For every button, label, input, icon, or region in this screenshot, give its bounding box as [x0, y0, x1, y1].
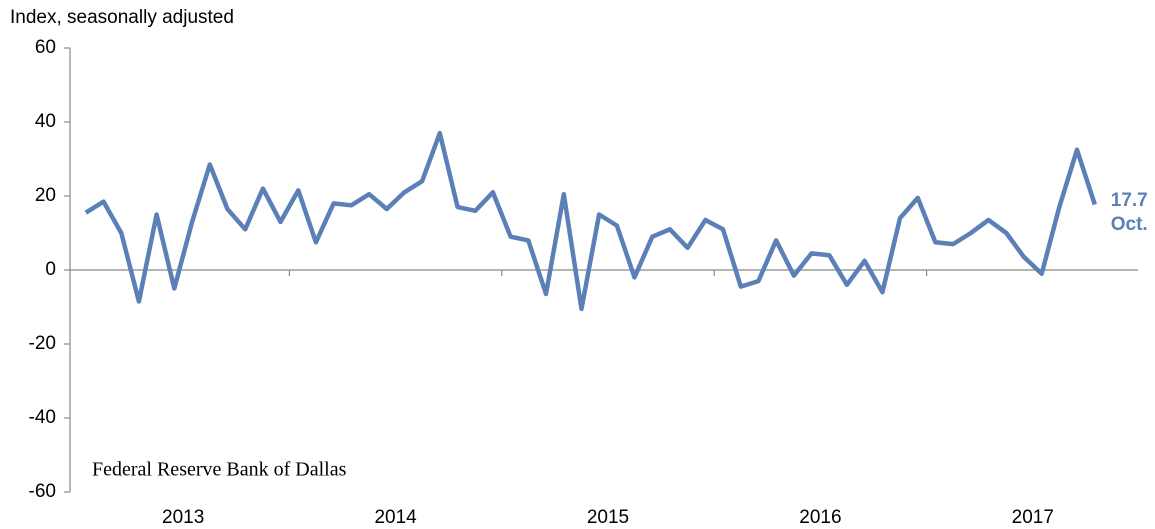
x-tick-label: 2017	[1012, 507, 1054, 528]
y-tick-label: -40	[29, 407, 56, 428]
end-annotation: Oct.	[1111, 214, 1148, 235]
x-tick-label: 2015	[587, 507, 629, 528]
y-tick-label: 40	[35, 111, 56, 132]
y-tick-label: -60	[29, 481, 56, 502]
x-tick-label: 2013	[162, 507, 204, 528]
end-value-label: 17.7	[1111, 190, 1148, 211]
y-tick-label: 60	[35, 37, 56, 58]
y-tick-label: 0	[45, 259, 56, 280]
x-tick-label: 2016	[799, 507, 841, 528]
source: Federal Reserve Bank of Dallas	[92, 459, 347, 481]
y-tick-label: 20	[35, 185, 56, 206]
y-tick-label: -20	[29, 333, 56, 354]
y-axis-label: Index, seasonally adjusted	[10, 7, 234, 28]
line	[84, 130, 1097, 312]
x-tick-label: 2014	[374, 507, 417, 528]
